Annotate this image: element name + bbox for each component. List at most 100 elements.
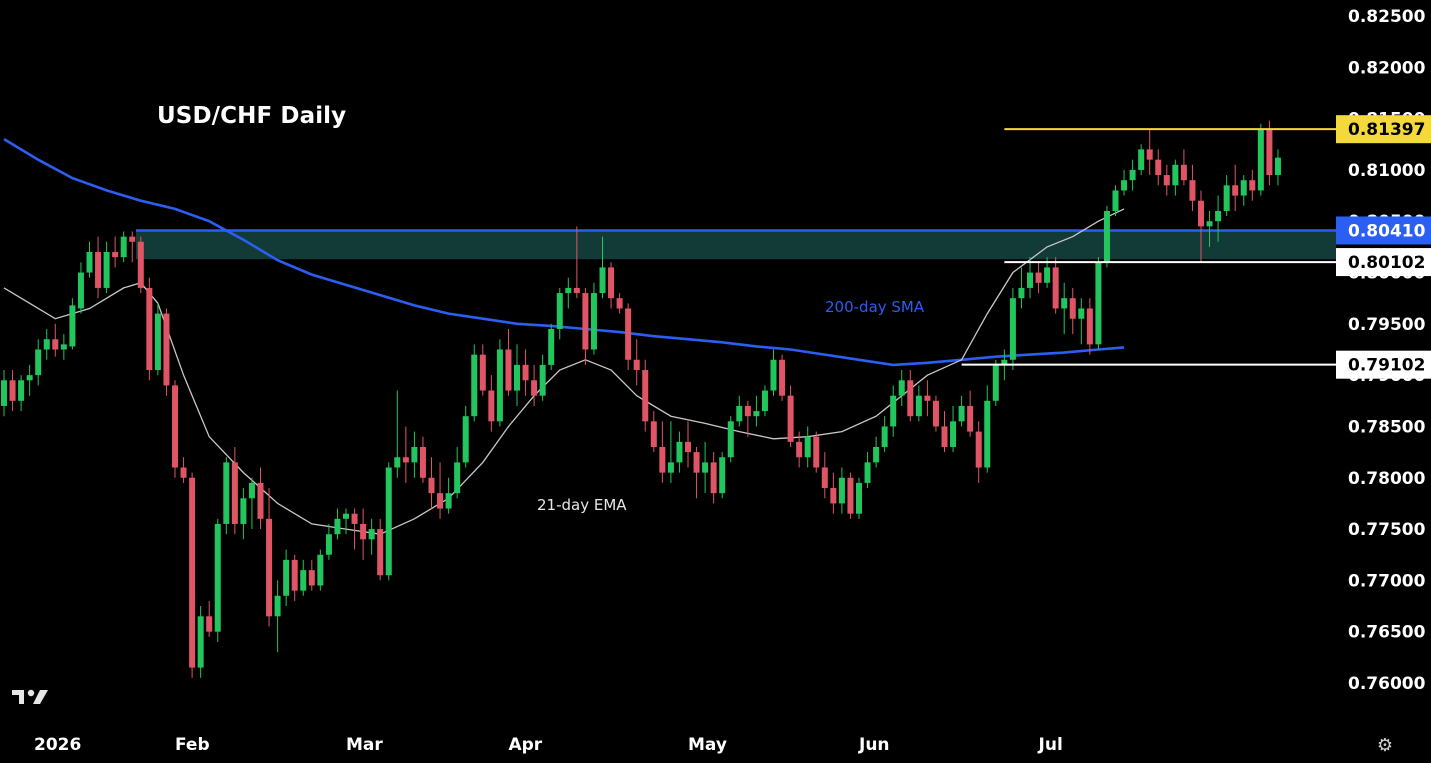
candle	[377, 518, 384, 581]
svg-text:0.80410: 0.80410	[1348, 221, 1426, 241]
x-tick-label: Jun	[858, 735, 890, 755]
candle	[343, 508, 349, 535]
candle	[830, 472, 837, 514]
candle	[180, 457, 187, 483]
y-tick-label: 0.81000	[1348, 161, 1426, 181]
candle	[744, 400, 751, 437]
candle	[206, 600, 213, 637]
candle	[266, 488, 273, 627]
candle	[514, 344, 520, 406]
resistance-zone	[136, 229, 1336, 260]
candle	[838, 467, 845, 514]
candle	[676, 431, 683, 473]
time-axis[interactable]: 2026 Feb Mar Apr May Jun Jul	[34, 735, 1063, 755]
candle	[505, 328, 512, 396]
candle	[1198, 190, 1204, 263]
y-tick-label: 0.76500	[1348, 623, 1426, 643]
candle	[52, 323, 59, 357]
y-tick-label: 0.77500	[1348, 520, 1426, 540]
sma-200-path	[3, 137, 1125, 367]
tradingview-logo[interactable]	[12, 688, 54, 706]
candle	[727, 416, 734, 463]
candle	[616, 293, 623, 314]
candle	[103, 241, 110, 294]
candle	[479, 344, 486, 396]
candle	[163, 308, 170, 396]
x-tick-label: May	[688, 735, 727, 755]
candle	[1129, 159, 1136, 191]
candle	[522, 349, 529, 396]
candle	[1035, 262, 1042, 294]
candle	[565, 277, 572, 309]
candle	[958, 395, 965, 427]
candle	[1121, 169, 1128, 196]
candle	[1215, 195, 1222, 242]
candle	[86, 241, 93, 278]
candle	[770, 349, 777, 396]
candle	[847, 472, 854, 519]
candle	[556, 287, 563, 340]
candle	[950, 405, 957, 453]
candle	[496, 339, 503, 427]
candle	[95, 236, 102, 299]
candle	[813, 431, 820, 473]
candle	[573, 226, 580, 299]
candle	[368, 518, 375, 555]
candle	[69, 298, 76, 350]
candle	[462, 405, 469, 468]
candle	[360, 508, 367, 560]
candle	[702, 441, 709, 494]
candle	[710, 452, 717, 504]
svg-text:0.81397: 0.81397	[1348, 120, 1425, 140]
y-tick-label: 0.79500	[1348, 315, 1426, 335]
candle	[274, 580, 281, 653]
candle	[779, 354, 786, 401]
x-tick-label: Feb	[175, 735, 210, 755]
candle	[223, 457, 230, 535]
candle	[231, 446, 238, 535]
candle	[753, 395, 760, 427]
candle	[325, 523, 332, 560]
candle	[1249, 169, 1256, 201]
price-axis[interactable]: 0.825000.820000.815000.810000.805000.800…	[1348, 7, 1426, 694]
candle	[1061, 282, 1068, 335]
candle	[548, 323, 555, 371]
y-tick-label: 0.77000	[1348, 571, 1426, 591]
candle	[411, 431, 418, 478]
candle	[1232, 164, 1239, 211]
candle	[146, 277, 153, 381]
candle	[967, 390, 974, 437]
candle	[1257, 123, 1264, 196]
candle	[625, 303, 632, 371]
candle	[1018, 267, 1025, 309]
candle	[394, 390, 401, 478]
settings-gear-icon[interactable]: ⚙	[1376, 735, 1394, 755]
price-label-white: 0.80102	[1336, 248, 1431, 277]
svg-text:0.80102: 0.80102	[1348, 253, 1425, 273]
candle	[248, 477, 255, 530]
candle	[1112, 185, 1119, 217]
candle	[821, 452, 828, 499]
candle	[1138, 144, 1145, 176]
candle	[60, 334, 67, 360]
candle	[898, 370, 905, 406]
candle	[454, 446, 461, 499]
candle	[1103, 205, 1110, 268]
candle	[1146, 128, 1153, 176]
candle	[197, 606, 204, 678]
candle	[283, 549, 290, 607]
price-label-yellow: 0.81397	[1336, 115, 1431, 144]
candle	[471, 344, 478, 422]
candles	[1, 120, 1281, 678]
candle	[1206, 210, 1213, 247]
x-tick-label: Mar	[346, 735, 383, 755]
candle	[240, 488, 247, 540]
candle	[1155, 149, 1162, 186]
candle	[26, 364, 33, 396]
candle	[445, 477, 452, 514]
candle	[1163, 164, 1170, 196]
candle	[351, 508, 358, 550]
candle	[1189, 164, 1196, 211]
candle	[1009, 287, 1016, 371]
